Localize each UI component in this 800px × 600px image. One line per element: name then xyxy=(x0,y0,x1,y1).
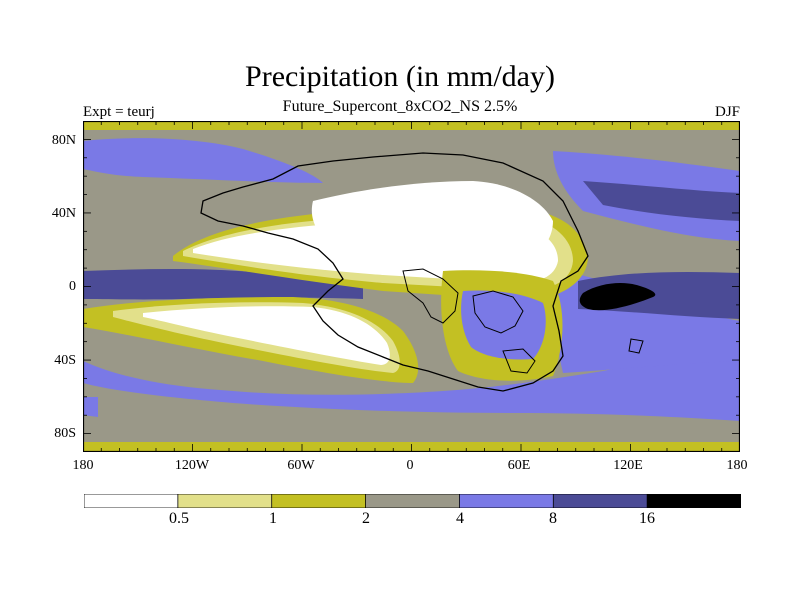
colorbar-swatch-4 xyxy=(459,494,555,508)
y-tick-80n: 80N xyxy=(51,133,76,148)
colorbar-swatch-1 xyxy=(177,494,273,508)
colorbar-label-16: 16 xyxy=(639,510,655,527)
precipitation-map xyxy=(83,121,740,452)
south-storm-track xyxy=(83,349,740,421)
map-title: Precipitation (in mm/day) xyxy=(245,60,555,93)
y-tick-80s: 80S xyxy=(54,426,76,441)
continent-east-blue xyxy=(461,290,546,360)
coastline-sea xyxy=(472,290,524,334)
colorbar-label-2: 2 xyxy=(362,510,370,527)
y-tick-40s: 40S xyxy=(54,353,76,368)
map-ticks xyxy=(83,121,740,452)
intense-rain-region xyxy=(579,283,656,311)
x-tick-180e: 180 xyxy=(726,458,748,473)
colorbar xyxy=(84,494,741,508)
coastline-south-islands xyxy=(502,338,644,374)
experiment-label: Expt = teurj xyxy=(83,104,155,120)
x-tick-60w: 60W xyxy=(287,458,315,473)
map-subtitle: Future_Supercont_8xCO2_NS 2.5% xyxy=(282,98,518,115)
colorbar-swatch-5 xyxy=(552,494,649,508)
colorbar-swatch-0 xyxy=(84,494,179,508)
x-tick-60e: 60E xyxy=(507,458,531,473)
x-tick-180w: 180 xyxy=(72,458,94,473)
colorbar-swatch-2 xyxy=(271,494,367,508)
supercontinent-coastline xyxy=(200,152,589,392)
north-storm-track xyxy=(83,138,323,183)
continent-dry-interior xyxy=(311,181,553,271)
south-dry-core xyxy=(143,306,390,365)
y-tick-0: 0 xyxy=(69,279,76,294)
colorbar-swatch-6 xyxy=(646,494,741,508)
colorbar-label-8: 8 xyxy=(549,510,557,527)
coastline-inlet xyxy=(402,268,459,324)
north-storm-track-east-dark xyxy=(583,181,740,221)
colorbar-label-1: 1 xyxy=(269,510,277,527)
season-label: DJF xyxy=(714,104,740,120)
x-tick-0: 0 xyxy=(406,458,414,473)
x-tick-120e: 120E xyxy=(613,458,643,473)
x-tick-120w: 120W xyxy=(174,458,210,473)
colorbar-swatch-3 xyxy=(365,494,461,508)
south-storm-track-west xyxy=(83,397,98,417)
y-tick-40n: 40N xyxy=(51,206,76,221)
colorbar-label-0-5: 0.5 xyxy=(169,510,189,527)
colorbar-label-4: 4 xyxy=(456,510,464,527)
